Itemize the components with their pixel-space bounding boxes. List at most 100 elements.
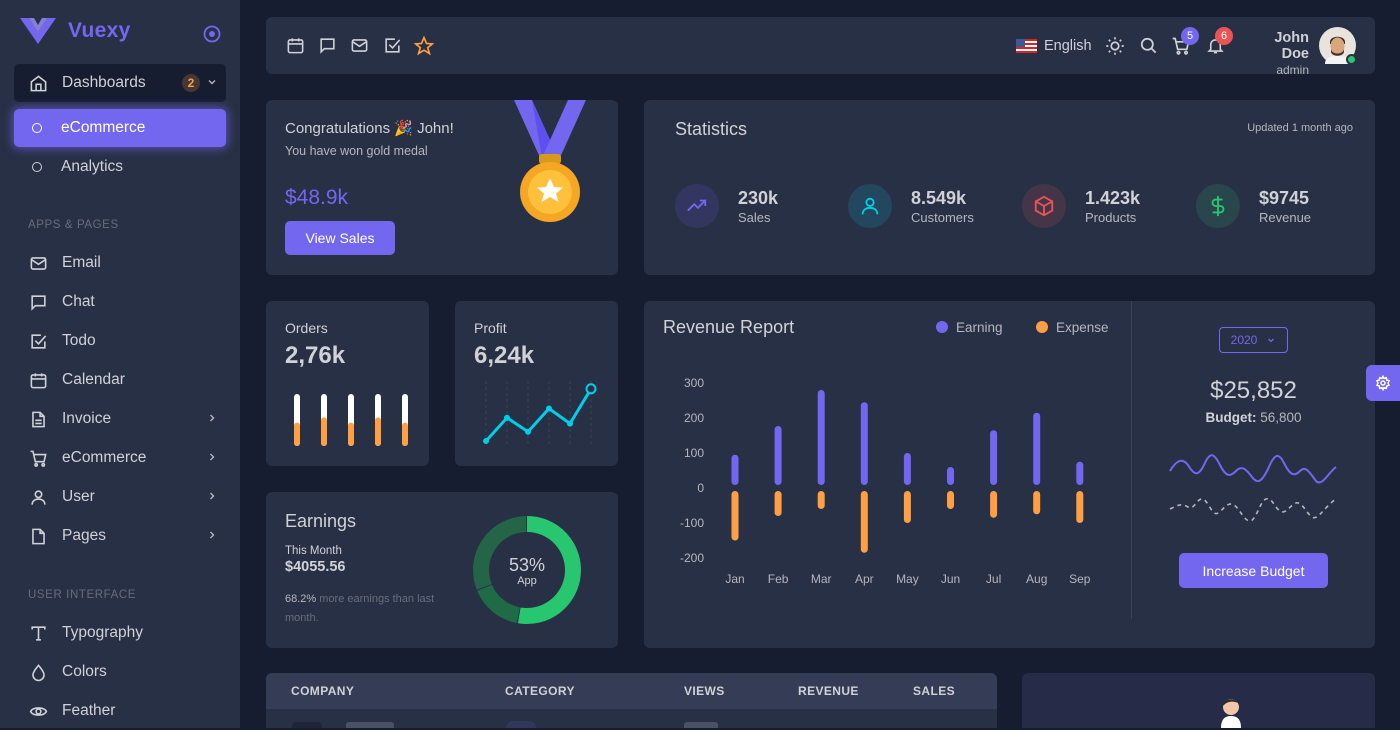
y-tick-label: 100	[684, 446, 704, 460]
sidebar-item-label: Dashboards	[62, 74, 146, 91]
company-table-header: COMPANY CATEGORY VIEWS REVENUE SALES	[266, 673, 997, 709]
sidebar-item-colors[interactable]: Colors	[14, 653, 226, 691]
chevron-right-icon	[206, 412, 218, 424]
type-icon	[28, 623, 48, 643]
sidebar-item-analytics[interactable]: Analytics	[14, 148, 226, 186]
shopping-cart-icon	[28, 448, 48, 468]
profit-point	[483, 438, 489, 444]
file-icon	[28, 526, 48, 546]
calendar-icon	[28, 370, 48, 390]
y-tick-label: -200	[680, 551, 704, 565]
revenue-title: Revenue Report	[663, 317, 795, 337]
section-title-apps: APPS & PAGES	[28, 219, 119, 231]
settings-icon	[1375, 375, 1391, 391]
congrats-subtitle: You have won gold medal	[285, 144, 428, 158]
stat-label: Products	[1085, 209, 1137, 225]
language-dropdown[interactable]: English	[1016, 17, 1092, 74]
year-dropdown[interactable]: 2020	[1219, 327, 1288, 353]
message-square-icon[interactable]	[318, 36, 337, 55]
bell-icon[interactable]: 6	[1206, 27, 1233, 55]
sun-icon[interactable]	[1105, 36, 1125, 56]
calendar-icon[interactable]	[286, 36, 305, 55]
view-sales-button[interactable]: View Sales	[285, 221, 395, 255]
earnings-title: Earnings	[285, 511, 357, 531]
section-title-ui: USER INTERFACE	[28, 589, 137, 601]
stat-label: Sales	[738, 209, 771, 225]
sidebar-item-email[interactable]: Email	[14, 244, 226, 282]
check-square-icon[interactable]	[383, 36, 402, 55]
y-tick-label: 200	[684, 411, 704, 425]
expense-bar	[731, 491, 739, 541]
legend-marker	[936, 321, 948, 333]
droplet-icon	[28, 662, 48, 682]
sidebar-item-label: Pages	[62, 527, 106, 544]
search-icon[interactable]	[1139, 36, 1158, 55]
home-icon	[28, 73, 48, 93]
mail-icon[interactable]	[350, 36, 369, 55]
shopping-cart-icon[interactable]: 5	[1171, 27, 1199, 56]
statistics-card: Statistics Updated 1 month ago 230k Sales…	[644, 100, 1375, 275]
stat-products: 1.423k Products	[1022, 184, 1140, 228]
sidebar-item-chat[interactable]: Chat	[14, 283, 226, 321]
legend-earning: Earning	[936, 320, 1003, 335]
dashboards-badge: 2	[182, 74, 200, 92]
chevron-right-icon	[206, 529, 218, 541]
vuexy-logo-icon	[20, 18, 56, 44]
stat-value: 230k	[738, 187, 779, 208]
star-icon[interactable]	[414, 36, 434, 56]
orders-bar	[375, 417, 381, 446]
sidebar-item-label: Invoice	[62, 410, 112, 427]
column-header: VIEWS	[684, 684, 725, 698]
collapse-sidebar-icon[interactable]	[202, 24, 222, 44]
user-role: admin	[1276, 63, 1309, 77]
earnings-note: 68.2% more earnings than last month.	[285, 590, 445, 628]
stat-value: 8.549k	[911, 187, 967, 208]
chevron-right-icon	[206, 451, 218, 463]
user-info[interactable]: John Doe admin	[1243, 30, 1309, 77]
congratulations-card: Congratulations 🎉 John! You have won gol…	[266, 100, 618, 275]
sidebar-item-label: Email	[62, 254, 101, 271]
profit-point	[504, 414, 510, 421]
earning-bar	[860, 402, 868, 485]
sidebar-item-invoice[interactable]: Invoice	[14, 400, 226, 438]
sidebar-item-todo[interactable]: Todo	[14, 322, 226, 360]
expense-bar	[774, 491, 782, 516]
increase-budget-button[interactable]: Increase Budget	[1179, 553, 1328, 588]
sidebar-item-label: Colors	[62, 663, 107, 680]
brand-name: Vuexy	[68, 19, 131, 42]
sidebar-item-label: eCommerce	[62, 449, 147, 466]
table-row	[266, 709, 997, 728]
stat-value: 1.423k	[1085, 187, 1141, 208]
column-header: REVENUE	[798, 684, 859, 698]
category-icon-cutoff	[506, 721, 536, 728]
sidebar-item-typography[interactable]: Typography	[14, 614, 226, 652]
revenue-report-card: Revenue Report Earning Expense 300 200 100…	[644, 301, 1375, 648]
earning-bar	[947, 467, 954, 485]
profit-point	[585, 383, 597, 395]
user-icon	[28, 487, 48, 507]
circle-icon	[32, 162, 42, 172]
trending-up-icon	[675, 184, 719, 228]
sidebar-item-label: Todo	[62, 332, 96, 349]
earnings-note-text: more earnings than last month.	[285, 593, 435, 624]
sidebar-item-ecommerce-dashboard[interactable]: eCommerce	[14, 109, 226, 147]
stat-value: $9745	[1259, 187, 1310, 208]
sidebar-item-label: Typography	[62, 624, 143, 641]
sidebar-item-ecommerce[interactable]: eCommerce	[14, 439, 226, 477]
avatar[interactable]	[1319, 27, 1357, 65]
donut-slice	[477, 584, 521, 624]
profit-line	[484, 388, 593, 443]
column-header: CATEGORY	[505, 684, 575, 698]
budget-label: Budget:	[1205, 410, 1257, 425]
sidebar-item-user[interactable]: User	[14, 478, 226, 516]
brand[interactable]: Vuexy	[20, 18, 131, 44]
sidebar-item-dashboards[interactable]: Dashboards 2	[14, 64, 226, 102]
sidebar-item-pages[interactable]: Pages	[14, 517, 226, 555]
sidebar-item-feather[interactable]: Feather	[14, 692, 226, 730]
donut-slice	[517, 516, 581, 624]
profit-line-chart	[483, 381, 597, 445]
customizer-toggle[interactable]	[1366, 365, 1400, 401]
sidebar-item-calendar[interactable]: Calendar	[14, 361, 226, 399]
orders-bar	[348, 422, 354, 446]
congrats-amount: $48.9k	[285, 186, 349, 209]
